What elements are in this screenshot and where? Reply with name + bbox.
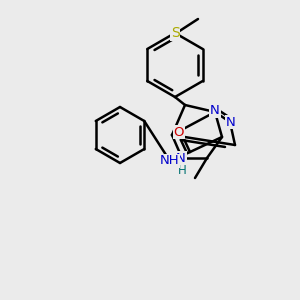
Text: N: N (176, 152, 186, 164)
Text: N: N (226, 116, 236, 128)
Text: H: H (178, 164, 186, 176)
Text: O: O (174, 125, 184, 139)
Text: S: S (171, 26, 179, 40)
Text: NH: NH (160, 154, 180, 167)
Text: N: N (210, 104, 220, 118)
